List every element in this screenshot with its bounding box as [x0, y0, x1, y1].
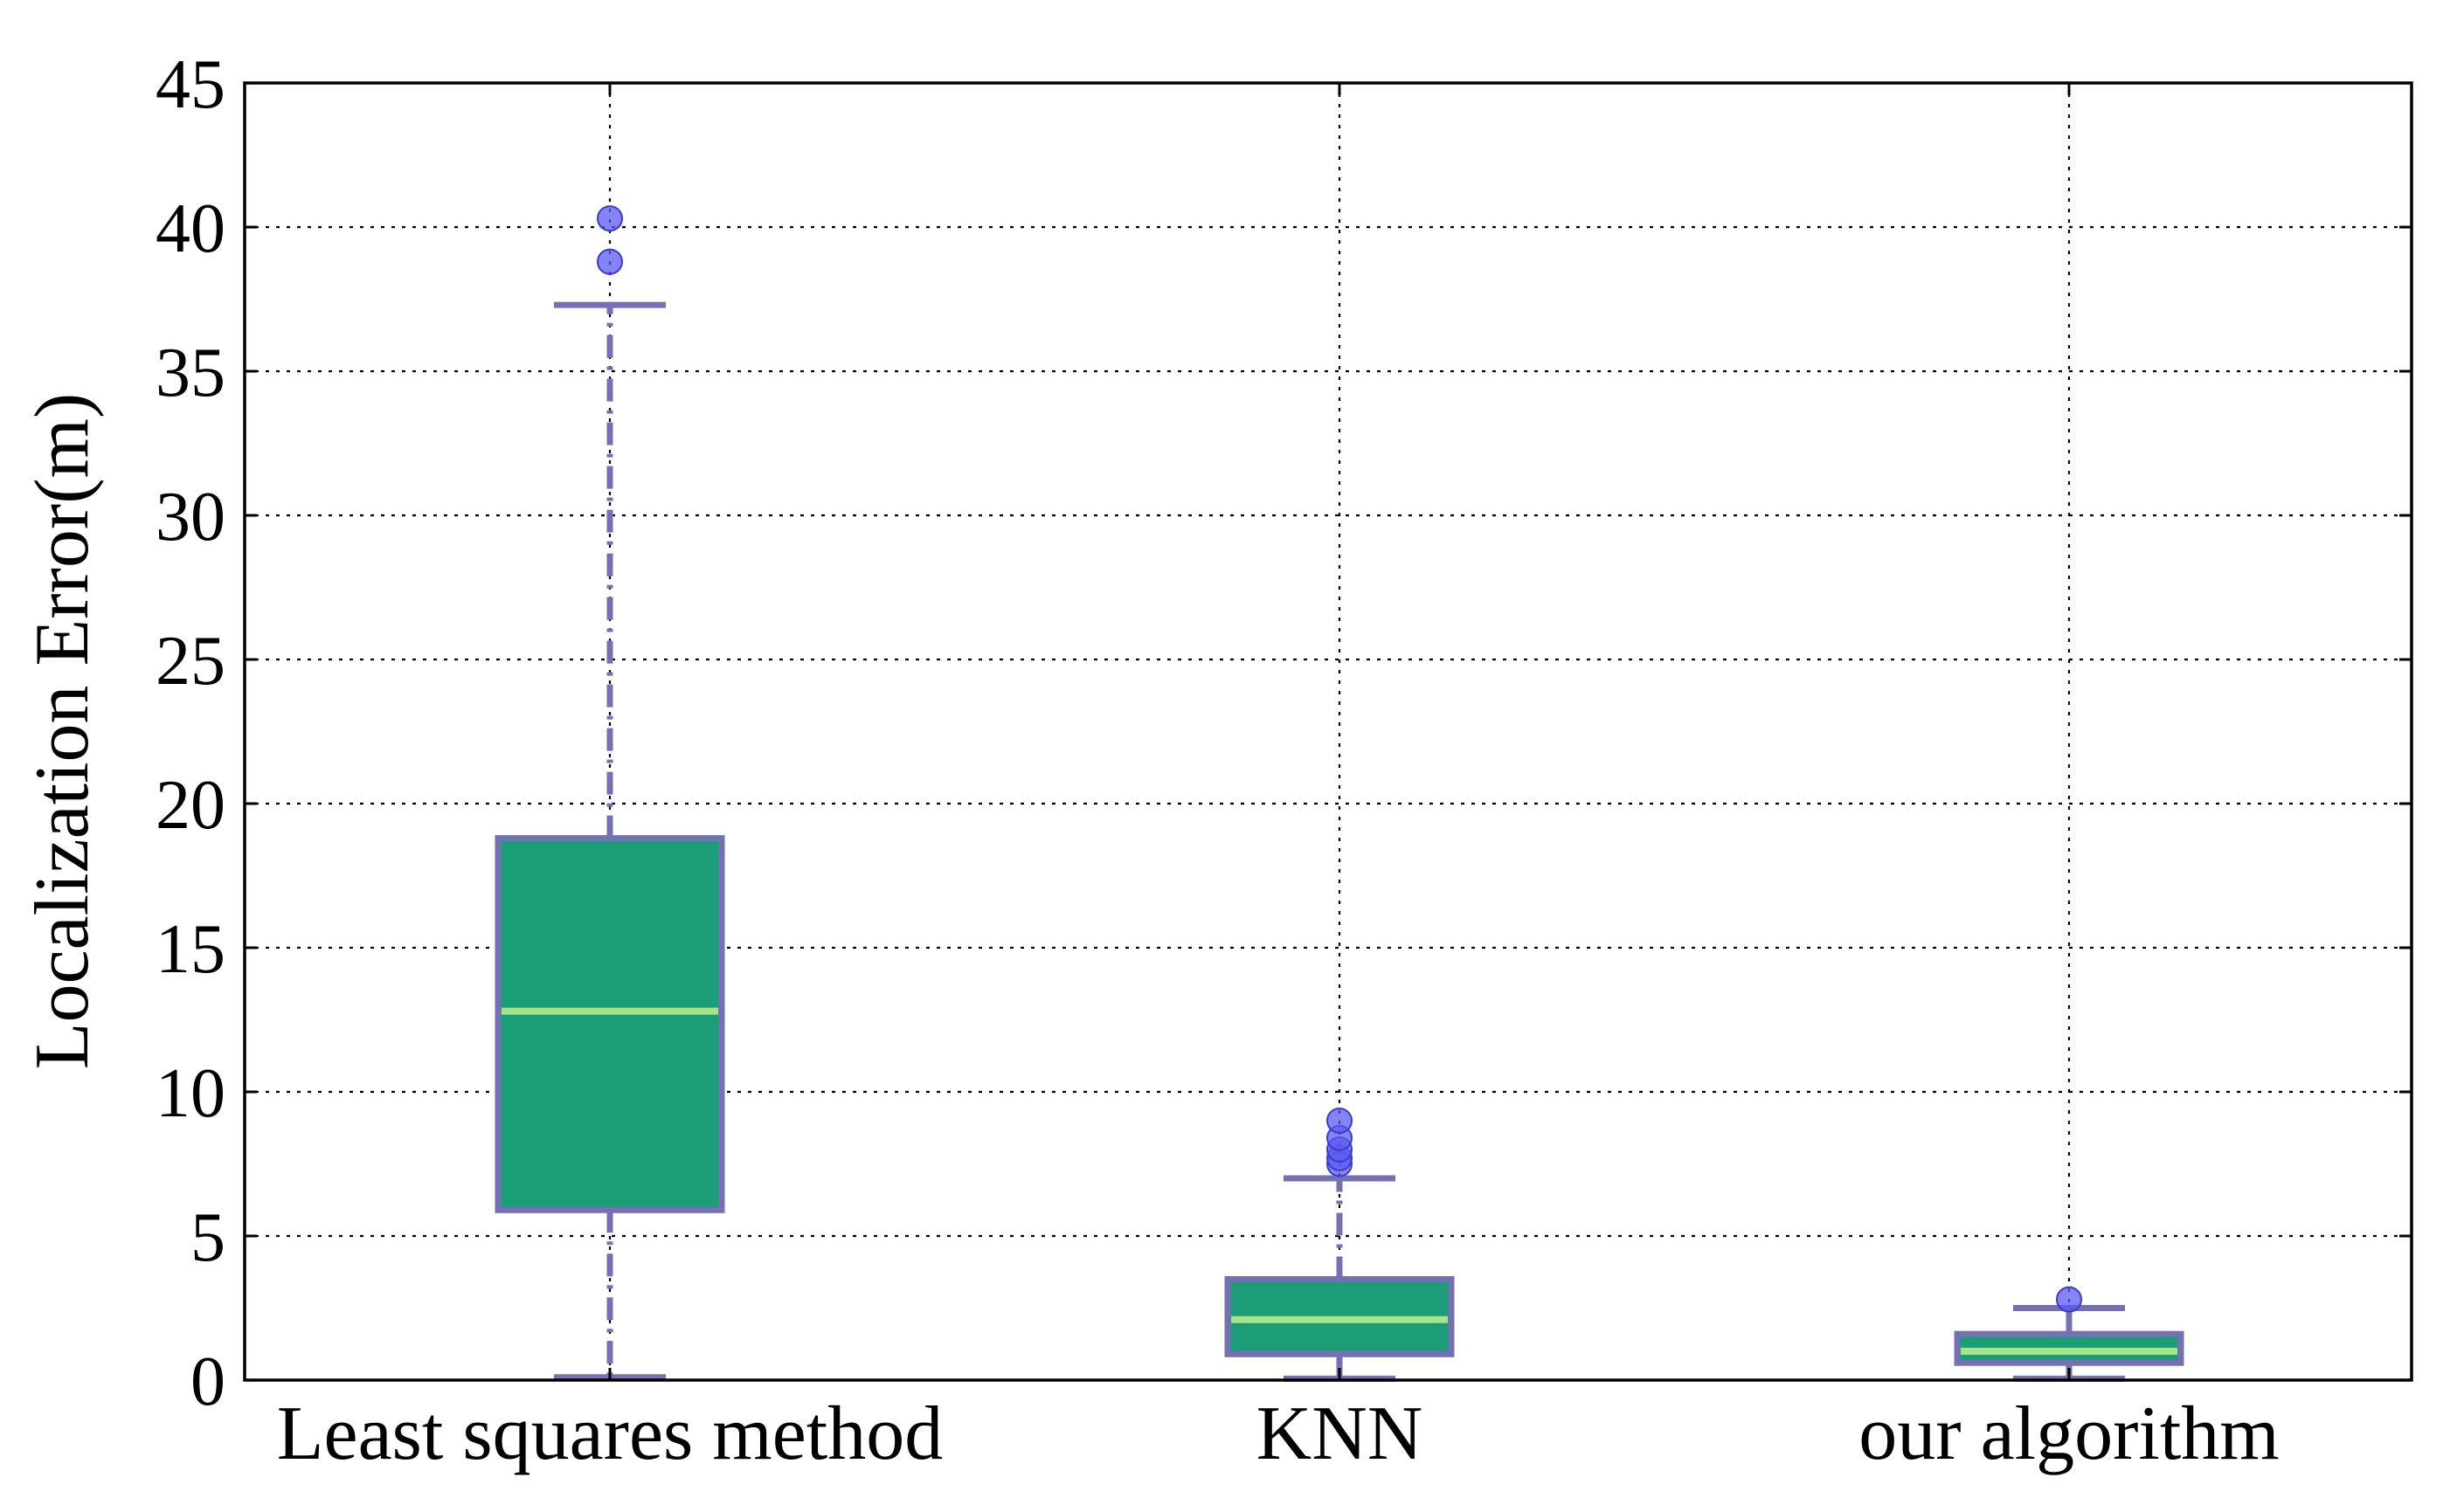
axis-ticks: 0 5 10 15 20 25 30 35 40 45 Least squares method KN…: [156, 46, 2412, 1476]
iqr-box: [495, 835, 725, 1213]
y-tick-label: 35: [156, 335, 225, 411]
y-tick-label: 25: [156, 623, 225, 700]
outlier-point: [2056, 1286, 2082, 1313]
box-group: [1954, 1286, 2184, 1382]
x-tick-label: KNN: [1256, 1391, 1423, 1476]
y-tick-label: 20: [156, 767, 225, 844]
box-group: [495, 205, 725, 1381]
y-tick-label: 40: [156, 190, 225, 267]
y-tick-label: 45: [156, 46, 225, 123]
box-series: [495, 205, 2184, 1382]
outlier-point: [597, 248, 623, 275]
y-tick-label: 10: [156, 1055, 225, 1132]
plot-frame: [243, 81, 2413, 1382]
box-group: [1224, 1108, 1455, 1382]
y-tick-label: 5: [190, 1199, 225, 1276]
x-tick-label: our algorithm: [1858, 1391, 2279, 1476]
x-tick-label: Least squares method: [277, 1391, 943, 1476]
y-tick-label: 30: [156, 479, 225, 556]
y-axis-title: Localization Error(m): [20, 393, 105, 1070]
y-tick-label: 0: [190, 1343, 225, 1420]
y-tick-label: 15: [156, 911, 225, 988]
outlier-point: [597, 205, 623, 232]
outlier-point: [1326, 1108, 1353, 1134]
